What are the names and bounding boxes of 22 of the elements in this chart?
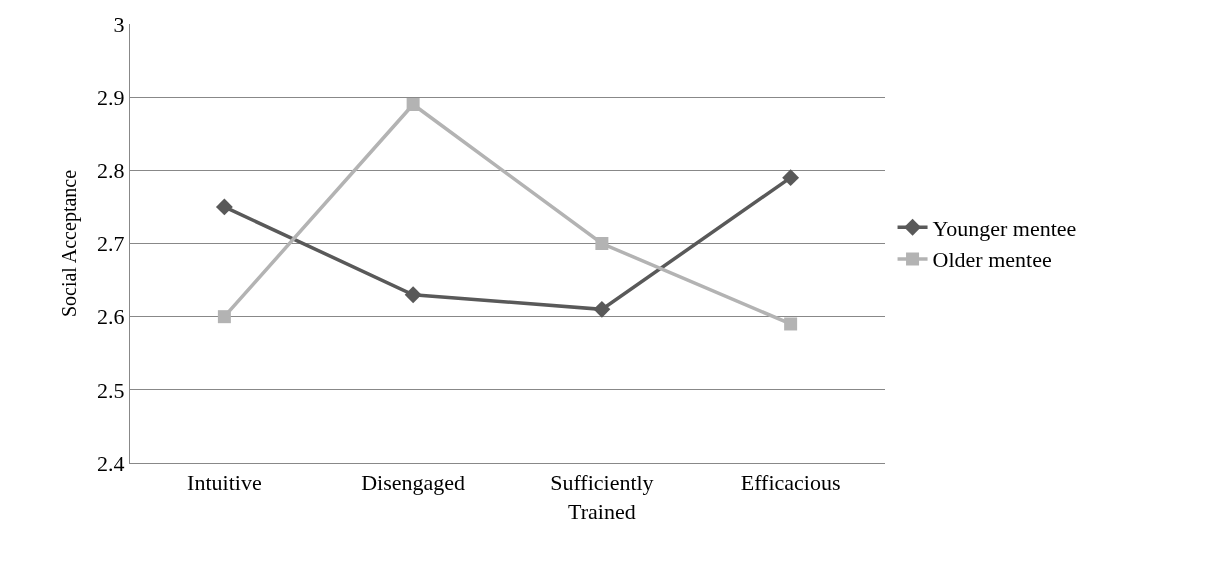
y-tick-label: 2.7	[97, 231, 125, 257]
x-tick-label: Sufficiently Trained	[550, 470, 654, 524]
point	[215, 198, 233, 216]
y-axis-title: Social Acceptance	[57, 169, 81, 318]
x-tick-label: Intuitive	[187, 470, 262, 496]
point	[782, 169, 800, 187]
x-tick-label: Efficacious	[740, 470, 841, 496]
y-tick-label: 2.4	[97, 450, 125, 476]
point	[593, 300, 611, 318]
y-tick-label: 2.6	[97, 304, 125, 330]
point	[404, 286, 422, 304]
legend-label: Younger mentee	[932, 215, 1077, 241]
legend-label: Older mentee	[932, 247, 1052, 273]
y-tick-label: 2.9	[97, 84, 125, 110]
y-tick-label: 3	[113, 11, 125, 37]
y-tick-label: 2.8	[97, 158, 125, 184]
point	[784, 317, 798, 331]
point	[595, 237, 609, 250]
x-tick-label: Disengaged	[361, 470, 466, 496]
point	[406, 97, 420, 111]
point	[217, 310, 231, 324]
y-tick-label: 2.5	[97, 377, 125, 403]
